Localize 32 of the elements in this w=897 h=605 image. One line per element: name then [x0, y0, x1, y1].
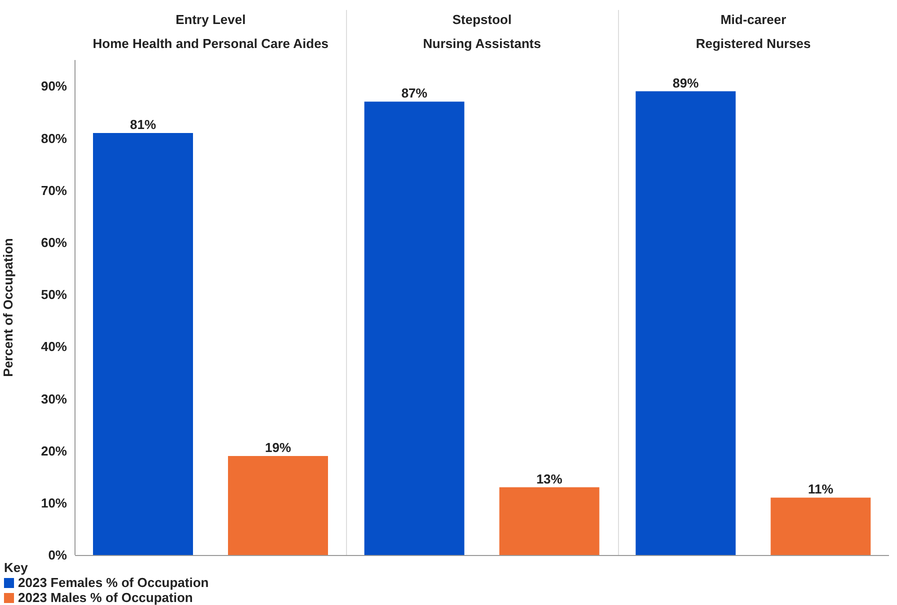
data-label: 89%: [672, 75, 700, 90]
data-label: 81%: [130, 116, 156, 132]
text: Entry Level: [176, 12, 246, 27]
bar: [636, 91, 736, 555]
y-axis-title: Percent of Occupation: [0, 238, 16, 377]
text: Stepstool: [452, 12, 512, 27]
data-label: 13%: [536, 471, 563, 486]
y-tick-label: 40%: [40, 339, 68, 354]
legend-label: 2023 Females % of Occupation: [17, 575, 210, 590]
y-tick-label: 80%: [40, 130, 68, 146]
y-tick-label: 50%: [40, 287, 68, 302]
data-label: 87%: [401, 86, 428, 101]
y-tick-label: 0%: [48, 548, 68, 563]
y-tick-label: 10%: [40, 496, 68, 511]
y-tick-label: 30%: [40, 391, 68, 406]
y-tick-label: 60%: [40, 234, 68, 250]
text: Mid-career: [720, 12, 786, 27]
data-label: 11%: [808, 482, 834, 497]
data-label: 19%: [264, 440, 292, 455]
x-tick-label: Registered Nurses: [696, 36, 811, 51]
y-tick-label: 70%: [40, 182, 68, 198]
x-tick-label: Nursing Assistants: [423, 36, 541, 51]
bar: [499, 487, 600, 555]
bar: [228, 456, 328, 555]
legend-label: 2023 Males % of Occupation: [17, 590, 194, 605]
bar: [93, 132, 193, 555]
bar: [770, 498, 871, 555]
x-tick-label: Home Health and Personal Care Aides: [92, 36, 329, 51]
legend-title: Key: [4, 560, 28, 575]
y-tick-label: 90%: [40, 78, 68, 94]
bar: [364, 102, 464, 555]
y-tick-label: 20%: [40, 443, 68, 458]
